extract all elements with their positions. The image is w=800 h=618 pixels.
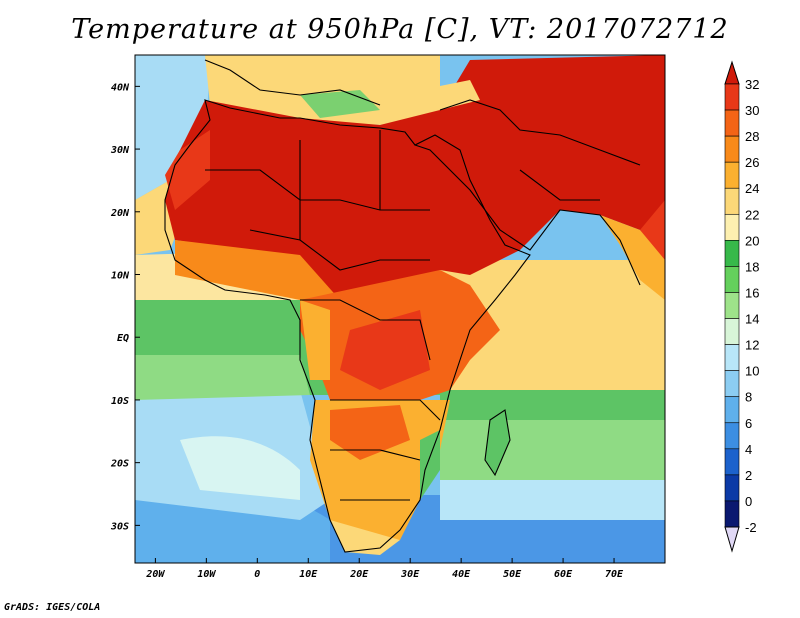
colorbar-label: 12: [745, 338, 759, 353]
colorbar-segment: [724, 240, 740, 267]
lon-tick-label: 0: [254, 569, 260, 580]
colorbar-label: 16: [745, 285, 759, 300]
colorbar-max-arrow: [724, 60, 740, 85]
colorbar-segment: [724, 213, 740, 241]
lat-tick-label: 20S: [110, 459, 129, 470]
colorbar-label: 4: [745, 442, 752, 457]
colorbar-label: 30: [745, 103, 759, 118]
colorbar-label: 0: [745, 494, 752, 509]
colorbar-segment: [724, 266, 740, 293]
temperature-field: [135, 55, 665, 563]
colorbar-segment: [724, 448, 740, 476]
lon-tick-label: 70E: [605, 569, 624, 580]
colorbar-segment: [724, 318, 740, 345]
colorbar-label: 26: [745, 155, 759, 170]
lat-tick-label: 30N: [110, 145, 130, 156]
lat-tick-label: 20N: [110, 208, 130, 219]
colorbar-label: 14: [745, 312, 759, 327]
colorbar-segment: [724, 187, 740, 215]
colorbar-segment: [724, 422, 740, 450]
colorbar-segment: [724, 474, 740, 502]
colorbar-label: 24: [745, 181, 759, 196]
colorbar-label: 32: [745, 77, 759, 92]
lon-tick-label: 20W: [145, 569, 165, 580]
colorbar-segment: [724, 396, 740, 424]
coastlines: [164, 59, 641, 553]
plot-frame: [134, 54, 666, 564]
lon-tick-label: 10E: [299, 569, 318, 580]
colorbar-label: 6: [745, 416, 752, 431]
axis-ticks: 40N 30N 20N 10N EQ 10S 20S 30S 20W 10W 0 10E 20E 30E 4…: [110, 82, 624, 580]
colorbar-label: 20: [745, 233, 759, 248]
colorbar-label: 28: [745, 129, 759, 144]
colorbar-segment: [724, 83, 740, 111]
map-title: Temperature at 950hPa [C], VT: 201707271…: [71, 14, 729, 45]
colorbar-segment: [724, 500, 740, 528]
colorbar-label: 2: [745, 468, 752, 483]
colorbar-segment: [724, 292, 740, 319]
colorbar-min-arrow: [724, 526, 740, 553]
colorbar-label: 10: [745, 364, 759, 379]
lat-tick-label: 10N: [111, 271, 130, 282]
colorbar-segment: [724, 161, 740, 189]
lon-tick-label: 50E: [503, 569, 522, 580]
lat-tick-label: 10S: [111, 396, 129, 407]
colorbar-segment: [724, 135, 740, 163]
lon-tick-label: 20E: [349, 569, 369, 580]
lat-tick-label: 40N: [111, 82, 130, 93]
colorbar-label: 18: [745, 259, 759, 274]
lon-tick-label: 10W: [197, 569, 216, 580]
colorbar-segment: [724, 370, 740, 398]
credit-label: GrADS: IGES/COLA: [4, 602, 101, 613]
colorbar-segment: [724, 344, 740, 371]
colorbar-label: 22: [745, 207, 759, 222]
lon-tick-label: 60E: [554, 569, 573, 580]
lat-tick-label: 30S: [110, 521, 129, 532]
colorbar-label: -2: [745, 520, 757, 535]
colorbar-segment: [724, 109, 740, 137]
lon-tick-label: 40E: [452, 569, 471, 580]
lat-tick-label: EQ: [117, 333, 129, 344]
lon-tick-label: 30E: [400, 569, 420, 580]
colorbar-label: 8: [745, 390, 752, 405]
